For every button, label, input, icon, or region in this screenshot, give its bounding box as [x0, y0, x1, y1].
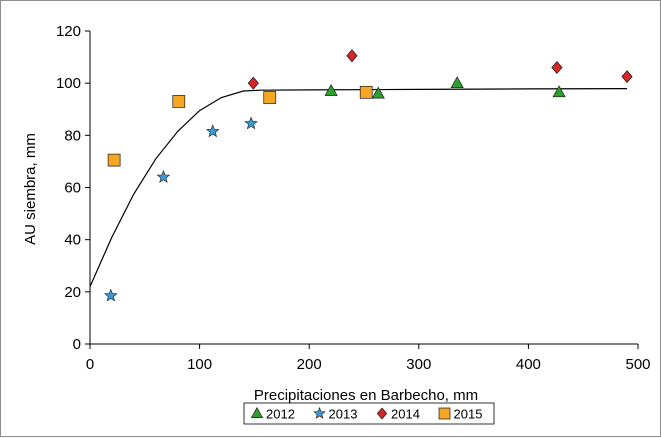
data-point-2012	[324, 83, 338, 96]
fit-curve-layer	[89, 88, 628, 287]
data-point-2012	[371, 86, 385, 99]
y-tick-label: 0	[73, 336, 81, 353]
y-tick-label: 120	[56, 23, 81, 40]
data-point-2014	[551, 60, 563, 75]
y-tick-label: 40	[64, 232, 81, 249]
legend: 2012 2013 2014 2015	[243, 402, 495, 425]
legend-box	[243, 402, 495, 425]
x-axis-title: Precipitaciones en Barbecho, mm	[254, 387, 478, 404]
x-tick-label: 200	[297, 356, 322, 373]
data-point-2015	[172, 95, 186, 108]
data-points-layer	[104, 49, 633, 302]
data-point-2014	[247, 76, 259, 90]
legend-marker-2013	[313, 406, 326, 419]
y-tick-label: 20	[64, 284, 81, 301]
y-axis-title: AU siembra, mm	[22, 133, 39, 245]
data-point-2013	[205, 124, 220, 138]
data-point-2012	[450, 76, 464, 89]
data-point-2015	[359, 85, 373, 99]
y-tick-label: 100	[56, 75, 81, 92]
legend-marker-2012	[250, 407, 264, 418]
x-tick-label: 100	[187, 356, 212, 373]
y-tick-label: 60	[64, 180, 81, 197]
data-point-2014	[346, 49, 358, 63]
x-tick-label: 400	[516, 356, 541, 373]
data-point-2014	[621, 70, 633, 84]
legend-label: 2014	[391, 407, 420, 422]
x-tick-label: 300	[406, 356, 431, 373]
legend-marker-2014	[376, 407, 388, 420]
data-point-2013	[104, 288, 118, 302]
data-point-2015	[263, 91, 277, 104]
data-point-2012	[552, 85, 566, 98]
data-point-2013	[156, 169, 171, 183]
data-point-2013	[244, 116, 258, 130]
legend-marker-2015	[438, 407, 451, 420]
y-tick-label: 80	[64, 127, 81, 144]
legend-label: 2012	[266, 407, 295, 422]
data-point-2015	[107, 153, 121, 167]
x-tick-label: 500	[625, 356, 650, 373]
legend-label: 2013	[329, 407, 358, 422]
legend-label: 2015	[454, 407, 483, 422]
axes: 0 20 40 60 80 100 120 0 100 200 300 400 500	[56, 23, 651, 373]
x-tick-label: 0	[86, 356, 94, 373]
fit-curve	[89, 88, 628, 287]
